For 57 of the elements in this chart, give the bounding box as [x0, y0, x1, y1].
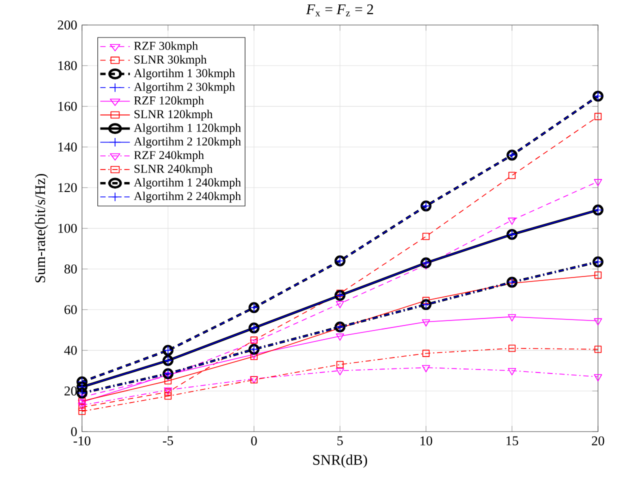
y-tick-label: 100 [58, 224, 77, 233]
x-tick-label: 0 [251, 436, 257, 446]
point [336, 301, 344, 308]
y-axis-title: Sum-rate(bit/s/Hz) [34, 174, 48, 282]
legend-label: SLNR 240kmph [134, 164, 213, 176]
point [250, 336, 258, 344]
point [508, 368, 516, 376]
y-tick-label: 40 [64, 346, 77, 355]
point [508, 218, 516, 226]
legend-label: RZF 120kmph [134, 96, 204, 108]
y-tick-label: 60 [64, 305, 77, 314]
legend-label: Algortihm 1 120kmph [134, 124, 241, 135]
point [422, 350, 430, 358]
point [422, 365, 430, 372]
x-tick-label: -5 [162, 436, 174, 446]
point [336, 361, 344, 368]
x-axis-title: SNR(dB) [313, 454, 368, 468]
point [594, 346, 602, 354]
y-tick-label: 160 [58, 102, 77, 111]
point [422, 319, 430, 327]
point [336, 334, 344, 341]
x-tick-label: 5 [337, 436, 343, 446]
legend-label: Algortihm 2 30kmph [134, 82, 235, 94]
y-tick-label: 20 [64, 386, 77, 396]
point [594, 318, 602, 326]
y-tick-label: 120 [58, 183, 77, 192]
y-tick-label: 180 [58, 61, 77, 70]
y-tick-label: 80 [64, 264, 77, 274]
legend-label: RZF 240kmph [134, 150, 204, 162]
point [164, 392, 172, 400]
point [508, 172, 516, 180]
point [594, 179, 602, 186]
point [594, 374, 602, 382]
x-tick-label: 10 [420, 436, 432, 446]
point [336, 368, 344, 376]
x-tick-label: 20 [592, 436, 604, 446]
legend-label: Algortihm 2 240kmph [134, 192, 241, 203]
point [594, 272, 602, 279]
legend-label: Algortihm 1 240kmph [134, 178, 241, 190]
point [508, 344, 516, 352]
legend-label: Algortihm 1 30kmph [134, 68, 235, 80]
point [422, 233, 430, 240]
point [594, 113, 602, 120]
x-tick-label: -10 [74, 436, 90, 446]
point [78, 408, 86, 416]
legend-label: SLNR 120kmph [134, 110, 213, 121]
chart-title: F$_{x}$ = F$_{z}$ = 2 [306, 4, 374, 16]
point [508, 314, 516, 322]
legend-label: RZF 30kmph [134, 42, 198, 53]
point [78, 398, 86, 405]
point [78, 400, 86, 408]
x-tick-label: 15 [506, 436, 518, 446]
y-tick-label: 200 [58, 20, 77, 30]
legend-label: Algortihm 2 120kmph [134, 137, 241, 148]
y-tick-label: 140 [58, 142, 77, 152]
legend-label: SLNR 30kmph [134, 55, 207, 66]
y-tick-label: 0 [71, 427, 77, 436]
